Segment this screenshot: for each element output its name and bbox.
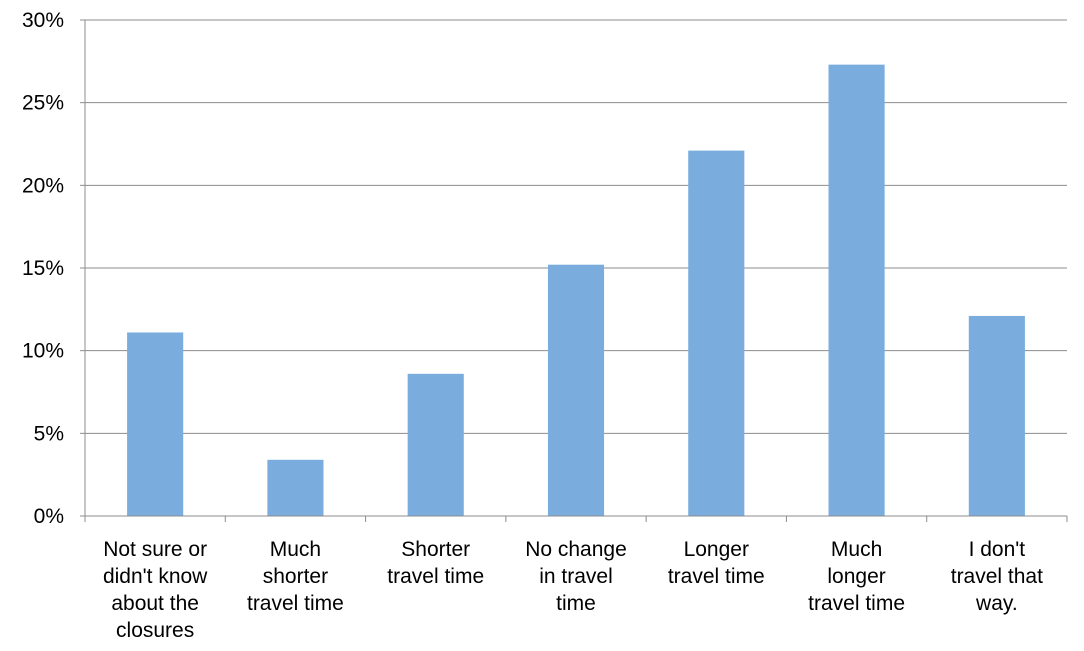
bar <box>828 64 885 516</box>
x-category-label-line: Longer <box>684 538 749 561</box>
x-category-label-line: Not sure or <box>103 538 207 561</box>
x-category-label: Shorter travel time <box>387 538 484 588</box>
x-category-label: Much shorter travel time <box>247 538 344 615</box>
x-category-label-line: shorter <box>263 565 328 588</box>
x-category-label-line: travel time <box>668 565 765 588</box>
bar <box>267 459 324 516</box>
x-category-label: Not sure or didn't know about the closures <box>103 538 208 642</box>
y-tick-label: 5% <box>34 422 64 445</box>
x-category-label-line: Shorter <box>401 538 470 561</box>
y-tick-label: 20% <box>22 174 64 197</box>
x-category-label-line: No change <box>525 538 627 561</box>
x-category-label-line: about the <box>111 592 199 615</box>
x-category-label: I don't travel that way. <box>951 538 1043 615</box>
y-tick-label: 0% <box>34 505 64 528</box>
x-category-label-line: travel time <box>808 592 905 615</box>
x-category-label-line: travel time <box>387 565 484 588</box>
axes <box>80 19 1068 522</box>
y-tick-label: 15% <box>22 257 64 280</box>
x-category-label-line: in travel <box>539 565 613 588</box>
x-category-label-line: Much <box>831 538 882 561</box>
y-axis-tick-labels: 0% 5% 10% 15% 20% 25% 30% <box>22 9 64 528</box>
x-category-label: No change in travel time <box>525 538 627 615</box>
x-category-label-line: didn't know <box>103 565 208 588</box>
x-category-label-line: longer <box>827 565 885 588</box>
x-category-label-line: Much <box>270 538 321 561</box>
x-category-label-line: time <box>556 592 596 615</box>
x-category-label-line: way. <box>975 592 1018 615</box>
y-tick-label: 10% <box>22 340 64 363</box>
bar <box>968 315 1025 516</box>
x-category-label-line: travel that <box>951 565 1043 588</box>
bar <box>407 373 464 516</box>
x-category-label: Longer travel time <box>668 538 765 588</box>
x-axis-category-labels: Not sure or didn't know about the closures M… <box>103 538 1043 642</box>
bar <box>688 150 745 516</box>
y-tick-label: 25% <box>22 92 64 115</box>
y-tick-label: 30% <box>22 9 64 32</box>
x-category-label-line: travel time <box>247 592 344 615</box>
x-category-label-line: I don't <box>969 538 1026 561</box>
bars <box>127 64 1025 516</box>
bar <box>127 332 184 516</box>
bar <box>547 264 605 516</box>
x-category-label-line: closures <box>116 619 194 642</box>
x-category-label: Much longer travel time <box>808 538 905 615</box>
